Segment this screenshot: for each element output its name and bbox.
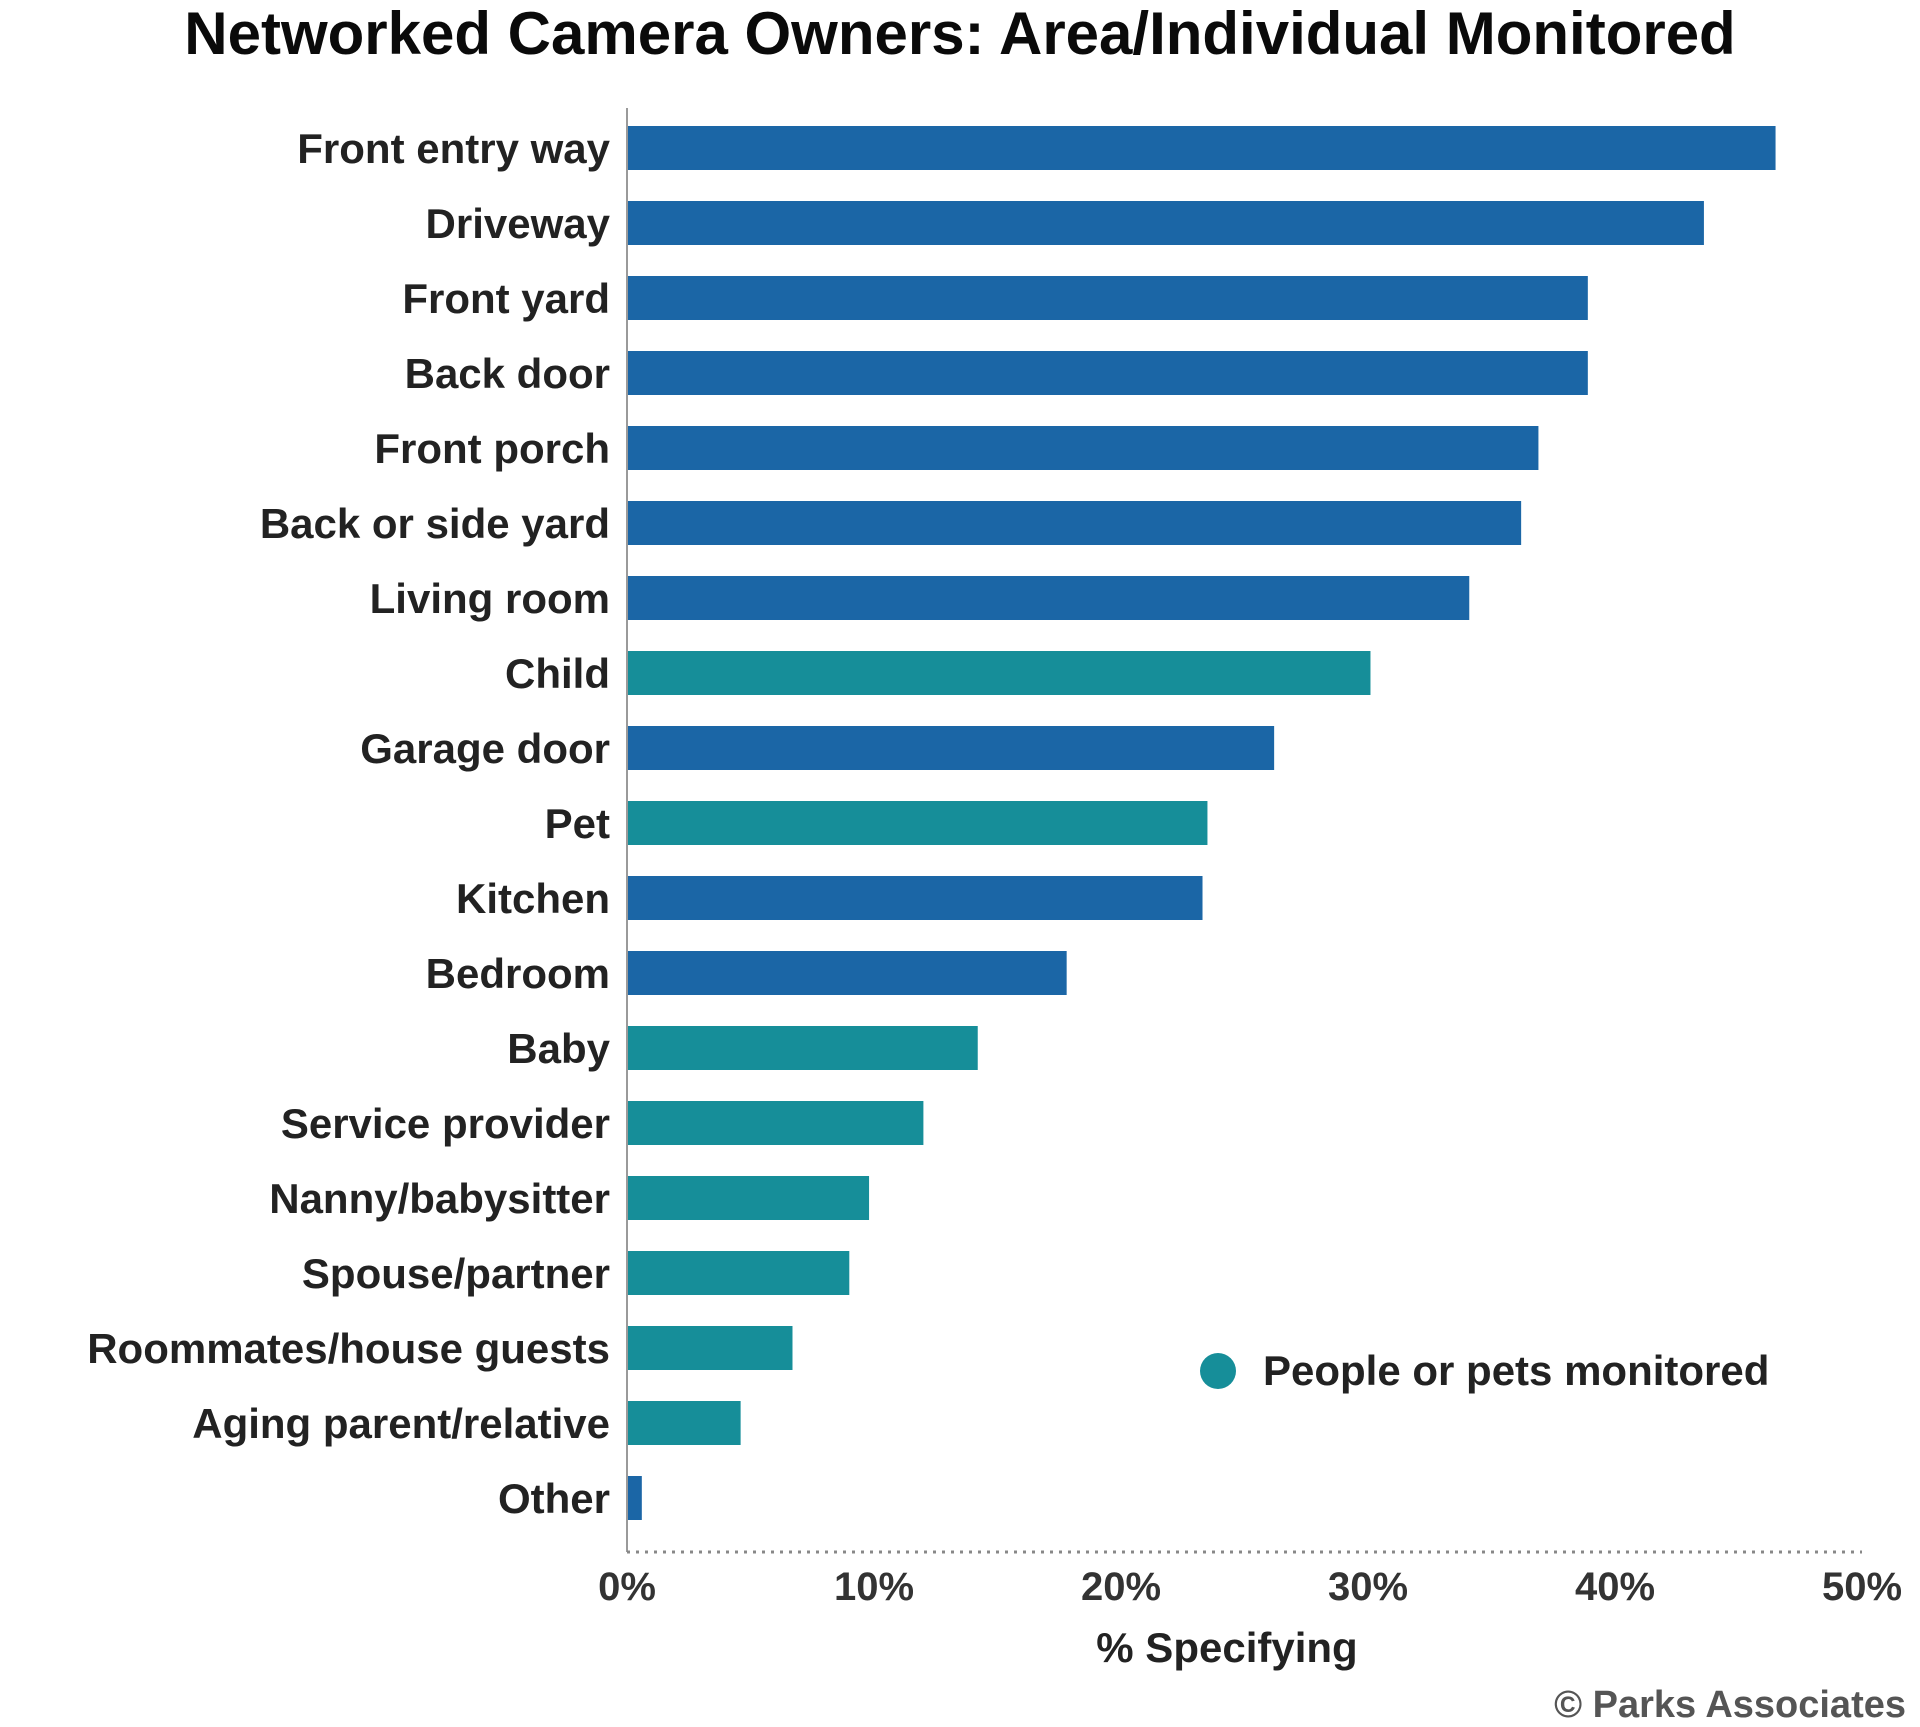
bar-service-provider xyxy=(627,1101,924,1145)
x-tick-label: 20% xyxy=(1081,1565,1161,1609)
x-axis-title: % Specifying xyxy=(1096,1624,1357,1671)
bar-spouse-partner xyxy=(627,1251,850,1295)
category-label: Front porch xyxy=(374,425,610,472)
bar-front-porch xyxy=(627,426,1539,470)
bar-back-door xyxy=(627,351,1588,395)
bar-bedroom xyxy=(627,951,1067,995)
bar-other xyxy=(627,1476,642,1520)
category-label: Nanny/babysitter xyxy=(269,1175,610,1222)
category-label: Spouse/partner xyxy=(302,1250,610,1297)
category-label: Back or side yard xyxy=(260,500,610,547)
bars-group xyxy=(627,126,1776,1520)
category-label: Pet xyxy=(545,800,610,847)
bar-baby xyxy=(627,1026,978,1070)
category-labels: Front entry way Driveway Front yard Back do… xyxy=(87,125,610,1522)
x-tick-label: 0% xyxy=(598,1565,656,1609)
category-label: Bedroom xyxy=(426,950,610,997)
category-label: Roommates/house guests xyxy=(87,1325,610,1372)
x-tick-label: 30% xyxy=(1328,1565,1408,1609)
category-label: Other xyxy=(498,1475,610,1522)
bar-aging-parent-relative xyxy=(627,1401,741,1445)
category-label: Garage door xyxy=(360,725,610,772)
bar-front-yard xyxy=(627,276,1588,320)
bar-nanny-babysitter xyxy=(627,1176,870,1220)
category-label: Aging parent/relative xyxy=(192,1400,610,1447)
bar-kitchen xyxy=(627,876,1203,920)
bar-pet xyxy=(627,801,1208,845)
chart-title: Networked Camera Owners: Area/Individual… xyxy=(184,0,1735,67)
x-tick-labels: 0% 10% 20% 30% 40% 50% xyxy=(598,1565,1902,1609)
legend: People or pets monitored xyxy=(1200,1347,1769,1394)
legend-marker-icon xyxy=(1200,1353,1236,1389)
category-label: Front yard xyxy=(402,275,610,322)
bar-front-entry-way xyxy=(627,126,1776,170)
bar-garage-door xyxy=(627,726,1275,770)
credit-text: © Parks Associates xyxy=(1554,1684,1906,1726)
category-label: Living room xyxy=(370,575,610,622)
x-tick-label: 40% xyxy=(1575,1565,1655,1609)
bar-roommates-house-guests xyxy=(627,1326,793,1370)
category-label: Service provider xyxy=(281,1100,610,1147)
legend-label: People or pets monitored xyxy=(1263,1347,1769,1394)
category-label: Back door xyxy=(405,350,610,397)
category-label: Baby xyxy=(507,1025,610,1072)
bar-child xyxy=(627,651,1371,695)
category-label: Front entry way xyxy=(297,125,610,172)
x-tick-label: 50% xyxy=(1822,1565,1902,1609)
category-label: Driveway xyxy=(426,200,611,247)
x-tick-label: 10% xyxy=(834,1565,914,1609)
bar-living-room xyxy=(627,576,1470,620)
category-label: Child xyxy=(505,650,610,697)
bar-back-or-side-yard xyxy=(627,501,1522,545)
category-label: Kitchen xyxy=(456,875,610,922)
bar-driveway xyxy=(627,201,1704,245)
